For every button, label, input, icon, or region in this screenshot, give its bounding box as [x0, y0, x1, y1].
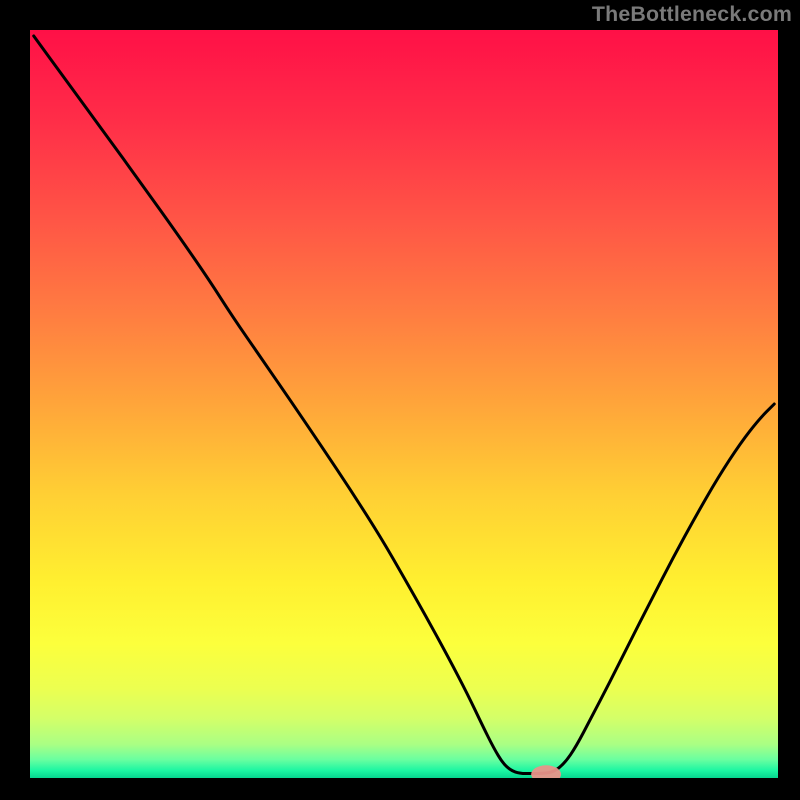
watermark-text: TheBottleneck.com — [592, 2, 792, 27]
optimal-marker — [531, 765, 561, 783]
bottleneck-curve-chart — [0, 0, 800, 800]
plot-background — [30, 30, 778, 778]
chart-canvas: TheBottleneck.com — [0, 0, 800, 800]
